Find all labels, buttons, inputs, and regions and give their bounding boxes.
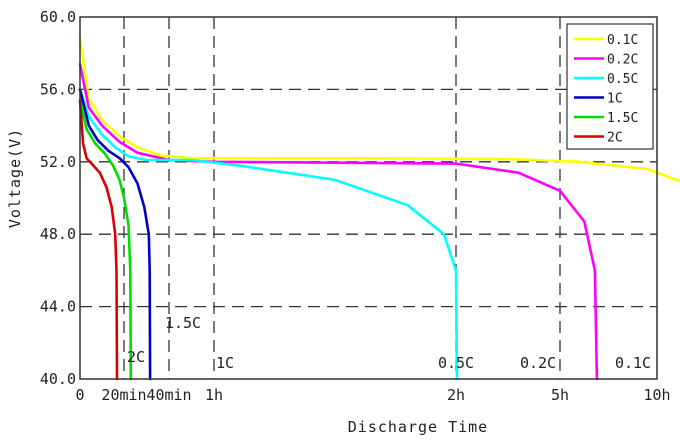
- y-axis-title: Voltage(V): [6, 128, 24, 228]
- curve-end-label: 0.2C: [520, 354, 556, 372]
- legend: 0.1C 0.2C 0.5C 1C 1.5C 2C: [566, 23, 654, 150]
- annotation-layer: 0.1C 0.2C 0.5C 1C 1.5C 2C: [127, 314, 651, 372]
- legend-label: 1.5C: [607, 111, 638, 126]
- y-tick-label: 44.0: [40, 298, 76, 316]
- series-line-0.1C: [78, 37, 680, 183]
- ticks-layer: 40.0 44.0 48.0 52.0 56.0 60.0 0 20min 40min 1h 2h 5…: [40, 8, 671, 404]
- curves-layer: [78, 37, 680, 381]
- series-line-1.5C: [78, 99, 133, 381]
- y-tick-label: 56.0: [40, 80, 76, 98]
- x-tick-label: 1h: [205, 386, 223, 404]
- x-axis-title: Discharge Time: [348, 418, 488, 436]
- legend-label: 2C: [607, 131, 623, 146]
- curve-end-label: 1C: [216, 354, 234, 372]
- legend-box: [566, 23, 654, 150]
- curve-end-label: 1.5C: [165, 314, 201, 332]
- series-line-2C: [78, 99, 119, 381]
- series-line-0.5C: [78, 88, 459, 381]
- y-tick-label: 60.0: [40, 8, 76, 26]
- curve-end-label: 2C: [127, 348, 145, 366]
- x-tick-label: 40min: [146, 386, 191, 404]
- y-tick-label: 48.0: [40, 225, 76, 243]
- plot-frame: [79, 16, 658, 380]
- x-tick-label: 0: [75, 386, 84, 404]
- x-tick-label: 10h: [643, 386, 670, 404]
- x-tick-label: 20min: [101, 386, 146, 404]
- y-tick-label: 52.0: [40, 153, 76, 171]
- x-tick-label: 5h: [551, 386, 569, 404]
- legend-label: 0.2C: [607, 53, 638, 68]
- series-line-0.2C: [78, 62, 599, 381]
- series-line-1C: [78, 88, 152, 381]
- legend-label: 0.5C: [607, 72, 638, 87]
- y-tick-label: 40.0: [40, 370, 76, 388]
- x-tick-label: 2h: [447, 386, 465, 404]
- legend-label: 0.1C: [607, 33, 638, 48]
- curve-end-label: 0.5C: [438, 354, 474, 372]
- legend-label: 1C: [607, 92, 623, 107]
- curve-end-label: 0.1C: [615, 354, 651, 372]
